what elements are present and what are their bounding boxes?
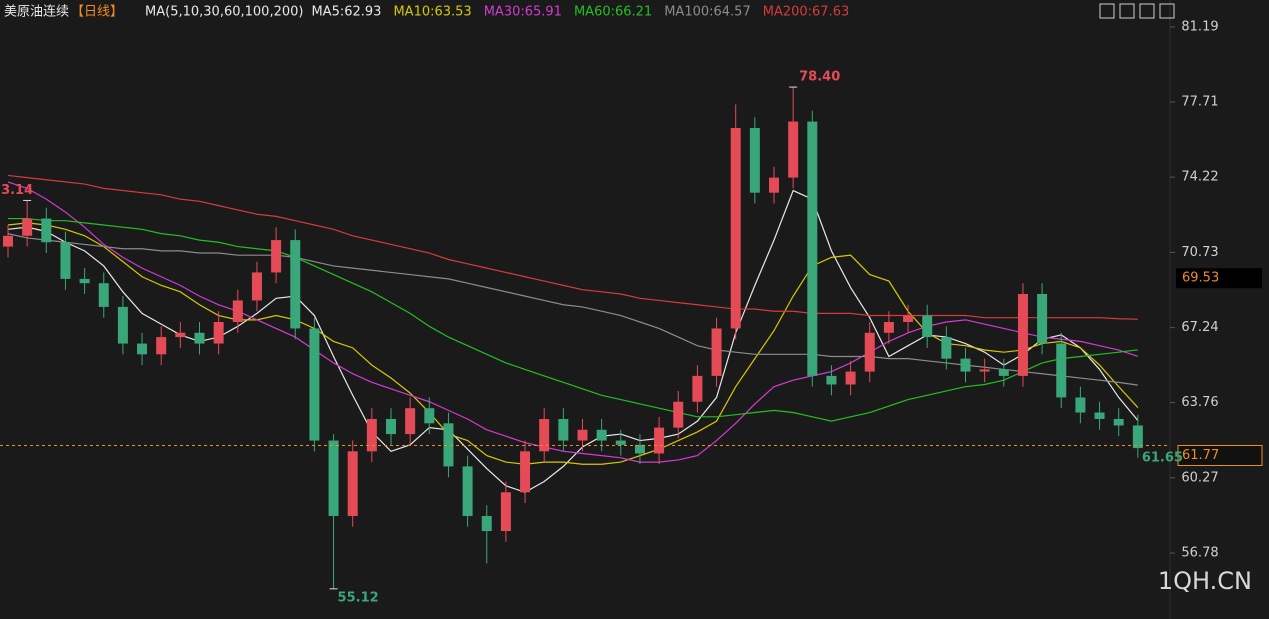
y-tick-label: 70.73 xyxy=(1181,245,1218,260)
y-tick-label: 77.71 xyxy=(1181,94,1218,109)
candle-body xyxy=(22,218,33,236)
candle-body xyxy=(443,423,454,467)
candle-body xyxy=(1056,343,1067,398)
candle-body xyxy=(232,300,243,323)
ma-line xyxy=(7,181,1139,463)
candle-body xyxy=(1037,293,1048,344)
candle-body xyxy=(98,283,109,307)
candle-body xyxy=(788,121,799,178)
candle-body xyxy=(596,429,607,441)
legend-entry: MA100:64.57 xyxy=(664,5,751,20)
start-label: 73.14 xyxy=(0,183,33,198)
candle-body xyxy=(769,177,779,193)
candle-body xyxy=(79,278,90,284)
candle-body xyxy=(1017,293,1028,376)
candle-body xyxy=(577,429,588,441)
candle-body xyxy=(386,418,396,435)
tool-button[interactable] xyxy=(1119,3,1135,19)
tool-button[interactable] xyxy=(1139,3,1155,19)
candle-body xyxy=(615,440,626,445)
candle-body xyxy=(156,337,167,355)
candle-body xyxy=(520,451,531,493)
high-label: 78.40 xyxy=(799,70,840,85)
candle-body xyxy=(1094,412,1105,419)
candle-body xyxy=(175,332,186,338)
y-tick-label: 67.24 xyxy=(1181,320,1218,335)
candle-body xyxy=(864,332,875,372)
candle-body xyxy=(539,418,550,452)
y-tick-label: 81.19 xyxy=(1181,19,1218,34)
candle-body xyxy=(117,306,128,344)
tool-button[interactable] xyxy=(1159,3,1175,19)
legend-entry: MA60:66.21 xyxy=(574,5,652,20)
candle-body xyxy=(998,369,1009,376)
candle-body xyxy=(673,401,684,428)
candle-body xyxy=(481,515,492,532)
candle-body xyxy=(730,128,741,329)
ma-line xyxy=(8,217,1138,422)
y-tick-label: 60.27 xyxy=(1181,470,1218,485)
toolbar[interactable] xyxy=(1099,3,1175,19)
candle-body xyxy=(941,337,952,359)
current-price-label: 61.77 xyxy=(1182,448,1219,463)
current-price-box xyxy=(1177,444,1263,466)
candle-body xyxy=(366,418,377,452)
legend-entry: MA200:67.63 xyxy=(763,5,850,20)
tool-button[interactable] xyxy=(1099,3,1115,19)
candle-body xyxy=(424,408,435,424)
candle-body xyxy=(137,343,148,355)
candle-body xyxy=(462,466,473,516)
candle-body xyxy=(749,128,760,193)
candle-body xyxy=(634,444,645,454)
candle-body xyxy=(1075,397,1086,413)
y-tick-label: 56.78 xyxy=(1181,546,1218,561)
candle-body xyxy=(826,375,837,385)
candle-body xyxy=(500,492,511,532)
y-tick-label: 63.76 xyxy=(1181,395,1218,410)
candle-body xyxy=(213,322,224,344)
candle-body xyxy=(309,328,320,441)
candle-body xyxy=(979,369,990,372)
candle-body xyxy=(1132,425,1143,449)
candle-body xyxy=(251,272,262,301)
title: 美原油连续 xyxy=(4,4,69,20)
candle-body xyxy=(807,121,818,376)
ma-line xyxy=(7,174,1138,320)
candle-body xyxy=(558,418,569,441)
crosshair-label: 69.53 xyxy=(1182,271,1219,286)
legend-entry: MA10:63.53 xyxy=(393,5,471,20)
watermark: 1QH.CN xyxy=(1158,567,1252,595)
candle-body xyxy=(845,371,856,385)
legend-entry: MA30:65.91 xyxy=(484,5,562,20)
last-price-label: 61.65 xyxy=(1142,451,1183,466)
candle-body xyxy=(405,408,416,435)
legend-entry: MA5:62.93 xyxy=(311,5,381,20)
candle-body xyxy=(922,315,933,338)
candle-body xyxy=(271,240,282,273)
ma-line xyxy=(7,233,1138,386)
candle-body xyxy=(654,427,665,454)
candle-body xyxy=(3,235,13,247)
candle-body xyxy=(1113,418,1124,426)
period[interactable]: 【日线】 xyxy=(71,5,123,20)
candle-body xyxy=(883,322,894,333)
candle-body xyxy=(711,328,722,376)
y-tick-label: 74.22 xyxy=(1181,170,1218,185)
low-label: 55.12 xyxy=(338,590,379,605)
candle-body xyxy=(347,451,358,516)
candle-body xyxy=(60,242,71,279)
candle-body xyxy=(903,315,914,323)
candle-body xyxy=(290,240,301,329)
candle-body xyxy=(692,375,703,402)
candle-body xyxy=(194,332,205,344)
candle-body xyxy=(960,358,971,372)
candle-body xyxy=(41,218,52,243)
crosshair-box xyxy=(1176,268,1262,289)
candle-body xyxy=(328,440,339,516)
indicator[interactable]: MA(5,10,30,60,100,200) xyxy=(145,5,303,20)
